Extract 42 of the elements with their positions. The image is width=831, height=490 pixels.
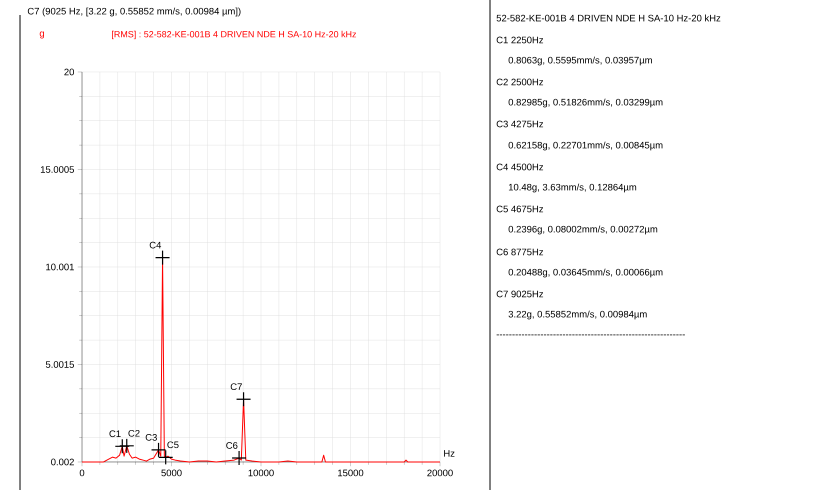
x-tick-label: 5000 xyxy=(161,470,182,476)
annotation: C1 xyxy=(109,430,121,438)
text: 10.48g, 3.63mm/s, 0.12864µm xyxy=(508,184,636,192)
chart-subtitle: [RMS] : 52-582-KE-001B 4 DRIVEN NDE H SA-10 Hz-20 kHz xyxy=(112,30,356,40)
annotation: C4 xyxy=(150,242,162,248)
point xyxy=(154,250,170,266)
x-tick-label: 20000 xyxy=(427,470,453,476)
text: C6 8775Hz xyxy=(496,248,544,256)
text: 3.22g, 0.55852mm/s, 0.00984µm xyxy=(508,310,647,320)
annotation: C7 xyxy=(230,383,242,390)
y-tick-label: 20 xyxy=(64,68,74,76)
x-tick-label: 0 xyxy=(80,470,84,476)
point xyxy=(236,392,252,407)
annotation: C2 xyxy=(128,430,140,437)
annotation: C6 xyxy=(226,442,238,449)
chart-title: C7 (9025 Hz, [3.22 g, 0.55852 mm/s, 0.00984 µm]) xyxy=(28,8,241,16)
point xyxy=(114,438,130,454)
text: C7 9025Hz xyxy=(496,290,544,298)
text: 0.62158g, 0.22701mm/s, 0.00845µm xyxy=(508,142,662,150)
text: C2 2500Hz xyxy=(496,78,544,86)
y-tick-label: 0.002 xyxy=(51,458,74,466)
text: C3 4275Hz xyxy=(496,120,544,128)
y-tick-label: 15.0005 xyxy=(40,166,74,173)
text: 0.2396g, 0.08002mm/s, 0.00272µm xyxy=(508,226,658,234)
point xyxy=(231,450,247,466)
text: C5 4675Hz xyxy=(496,206,544,212)
text: 0.20488g, 0.03645mm/s, 0.00066µm xyxy=(508,268,662,278)
text: 0.82985g, 0.51826mm/s, 0.03299µm xyxy=(508,98,662,108)
text: 0.8063g, 0.5595mm/s, 0.03957µm xyxy=(508,56,652,66)
x-tick-label: 15000 xyxy=(338,470,364,476)
text: ------------------------------------------------------------ xyxy=(496,334,685,336)
x-tick-label: 10000 xyxy=(248,470,274,476)
annotation: C3 xyxy=(146,434,157,441)
y-axis-title: g xyxy=(40,31,44,39)
y-tick-label: 5.0015 xyxy=(46,361,74,368)
x-axis-title: Hz xyxy=(444,450,454,457)
text: 52-582-KE-001B 4 DRIVEN NDE H SA-10 Hz-20 kHz xyxy=(496,14,720,22)
text: C4 4500Hz xyxy=(496,164,544,170)
point xyxy=(119,438,134,454)
text: C1 2250Hz xyxy=(496,36,544,44)
y-tick-label: 10.001 xyxy=(46,264,74,270)
annotation: C5 xyxy=(167,441,179,448)
